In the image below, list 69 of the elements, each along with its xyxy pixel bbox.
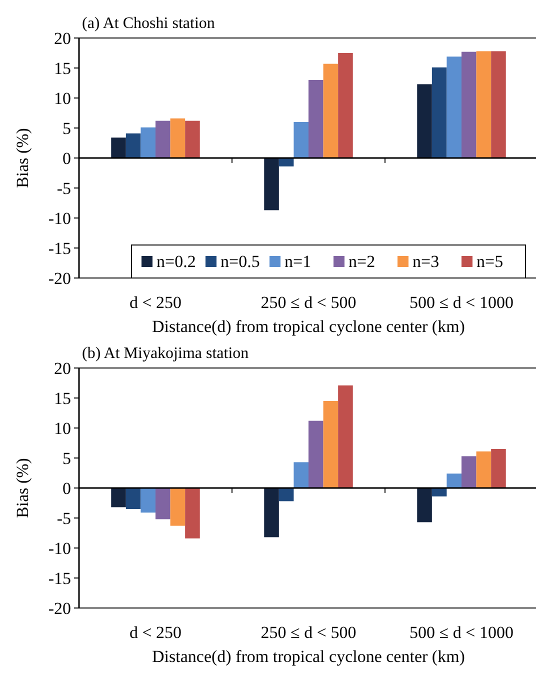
- bar: [323, 401, 338, 488]
- x-tick-label: 250 ≤ d < 500: [260, 293, 356, 312]
- bar: [264, 158, 279, 210]
- legend-label: n=3: [412, 252, 440, 271]
- chart-title: (b) At Miyakojima station: [82, 345, 249, 362]
- bar: [185, 488, 200, 538]
- bar: [462, 52, 476, 158]
- y-tick-label: -20: [48, 268, 71, 288]
- x-tick-label: d < 250: [129, 623, 182, 642]
- y-axis-title: Bias (%): [13, 128, 32, 188]
- bar: [476, 51, 492, 158]
- bar: [126, 488, 141, 509]
- bar: [185, 120, 200, 158]
- bar: [111, 138, 126, 158]
- bar: [264, 488, 279, 538]
- y-tick-label: 0: [62, 478, 71, 498]
- y-tick-label: 10: [54, 418, 71, 438]
- legend-label: n=1: [284, 252, 312, 271]
- y-tick-label: 5: [62, 118, 71, 138]
- x-tick-label: d < 250: [129, 293, 182, 312]
- bar: [308, 80, 324, 158]
- legend-label: n=0.5: [220, 252, 260, 271]
- legend-label: n=5: [476, 252, 504, 271]
- bar: [294, 122, 308, 158]
- y-tick-label: -10: [48, 538, 71, 558]
- y-tick-label: -15: [48, 568, 71, 588]
- x-axis-title: Distance(d) from tropical cyclone center (km): [152, 317, 465, 336]
- bar: [432, 67, 447, 158]
- bar: [462, 456, 476, 488]
- bar: [476, 451, 492, 488]
- legend-label: n=0.2: [156, 252, 196, 271]
- y-tick-label: 20: [54, 358, 71, 378]
- x-tick-label: 500 ≤ d < 1000: [410, 623, 514, 642]
- bar: [170, 118, 186, 158]
- bar: [156, 120, 170, 158]
- bar: [111, 488, 126, 508]
- bar: [126, 133, 141, 158]
- chart-title: (a) At Choshi station: [82, 15, 215, 32]
- bar: [294, 462, 308, 488]
- legend-label: n=2: [348, 252, 376, 271]
- bar: [338, 53, 353, 158]
- y-tick-label: 20: [54, 28, 71, 48]
- bar: [446, 474, 462, 488]
- x-tick-label: 250 ≤ d < 500: [260, 623, 356, 642]
- y-tick-label: 5: [62, 448, 71, 468]
- bar: [446, 56, 462, 158]
- bar: [491, 51, 506, 158]
- x-tick-label: 500 ≤ d < 1000: [410, 293, 514, 312]
- bar: [140, 127, 156, 158]
- x-axis-title: Distance(d) from tropical cyclone center (km): [152, 647, 465, 666]
- y-tick-label: 10: [54, 88, 71, 108]
- y-tick-label: 15: [54, 388, 71, 408]
- y-tick-label: -15: [48, 238, 71, 258]
- bar: [308, 420, 324, 488]
- bar: [156, 488, 170, 520]
- bar: [170, 488, 186, 526]
- y-tick-label: -5: [56, 508, 71, 528]
- bar: [140, 488, 156, 513]
- bar: [417, 84, 432, 158]
- bar: [491, 449, 506, 488]
- y-tick-label: -5: [56, 178, 71, 198]
- bar: [417, 488, 432, 522]
- y-tick-label: -10: [48, 208, 71, 228]
- bar: [338, 385, 353, 488]
- y-tick-label: -20: [48, 598, 71, 618]
- y-tick-label: 0: [62, 148, 71, 168]
- bar: [323, 64, 338, 158]
- y-tick-label: 15: [54, 58, 71, 78]
- y-axis-title: Bias (%): [13, 458, 32, 518]
